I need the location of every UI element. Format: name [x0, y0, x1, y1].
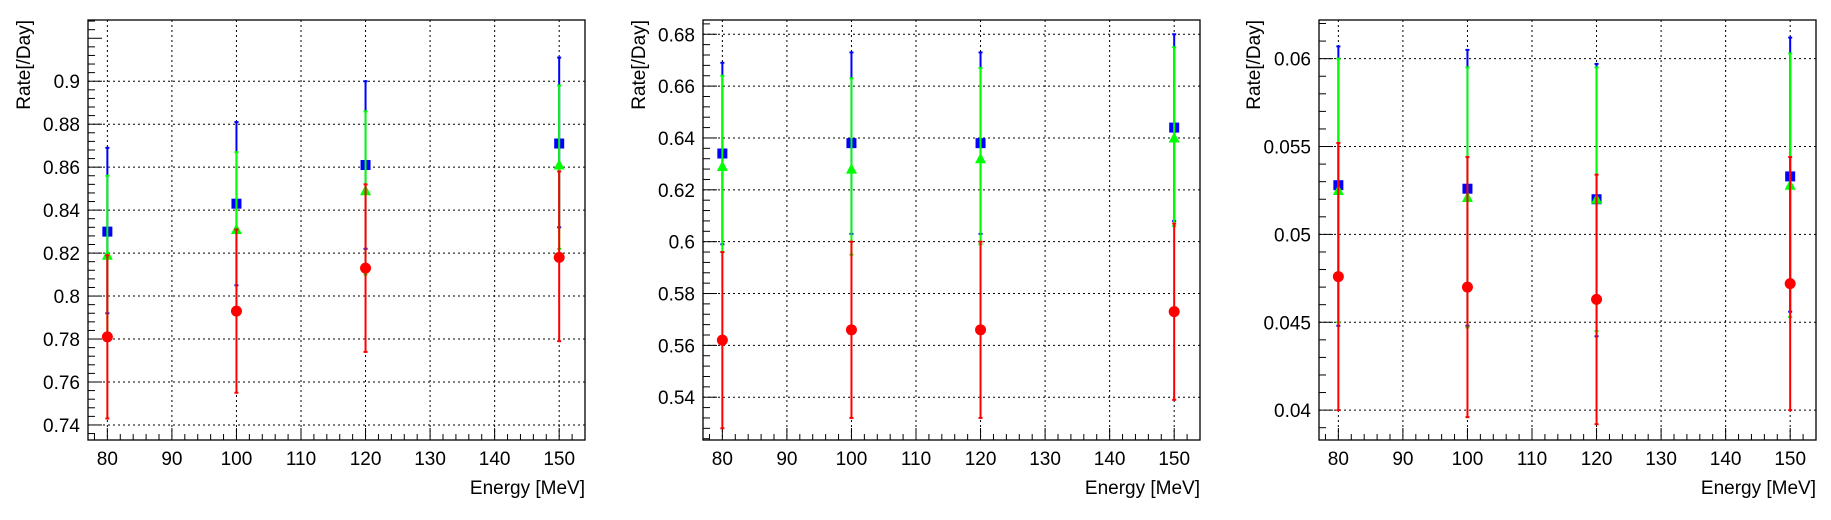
- y-tick-label: 0.64: [658, 129, 695, 150]
- circle-marker: [1332, 271, 1344, 283]
- y-tick-label: 0.78: [43, 330, 80, 351]
- y-axis-title-2: Rate[/Day]: [629, 20, 650, 110]
- x-tick-label: 120: [350, 449, 382, 470]
- y-tick-label: 0.58: [658, 285, 695, 306]
- x-axis-title-1: Energy [MeV]: [470, 478, 585, 499]
- x-tick-label: 80: [97, 449, 118, 470]
- y-tick-label: 0.54: [658, 388, 695, 409]
- y-tick-label: 0.62: [658, 181, 695, 202]
- y-tick-label: 0.76: [43, 373, 80, 394]
- y-axis-title-1: Rate[/Day]: [14, 20, 35, 110]
- plot-frame-2: [702, 19, 1201, 441]
- x-axis-3: 80 90 100 110 120 130 140 150: [1324, 428, 1817, 470]
- x-axis-2: 80 90 100 110 120 130 140 150: [708, 428, 1201, 470]
- triangle-marker: [553, 159, 565, 170]
- x-tick-label: 130: [1645, 449, 1677, 470]
- x-tick-label: 80: [712, 449, 733, 470]
- triangle-marker: [845, 163, 857, 174]
- x-tick-label: 100: [1452, 449, 1484, 470]
- y-tick-label: 0.06: [1274, 50, 1311, 71]
- circle-marker: [101, 331, 113, 343]
- x-axis-title-2: Energy [MeV]: [1085, 478, 1200, 499]
- circle-marker: [716, 334, 728, 346]
- plot-area-2: 80 90 100 110 120 130 140 150 0.54 0.56 0.58 0.6 0.6…: [658, 19, 1201, 470]
- y-tick-label: 0.04: [1274, 401, 1311, 422]
- circle-marker: [1784, 278, 1796, 290]
- y-tick-label: 0.05: [1274, 225, 1311, 246]
- y-tick-label: 0.9: [54, 72, 80, 93]
- x-tick-label: 150: [543, 449, 575, 470]
- circle-marker: [845, 324, 857, 336]
- y-tick-label: 0.84: [43, 201, 80, 222]
- x-tick-label: 100: [836, 449, 868, 470]
- y-tick-label: 0.055: [1263, 138, 1311, 159]
- plot-area-1: 80 90 100 110 120 130 140 150 0.74 0.76 0.78 0.8 0.8…: [43, 19, 586, 470]
- triangle-marker: [1168, 131, 1180, 143]
- x-tick-label: 140: [1094, 449, 1126, 470]
- x-tick-label: 110: [1517, 449, 1547, 470]
- x-tick-label: 90: [776, 449, 797, 470]
- y-tick-label: 0.045: [1263, 313, 1311, 334]
- red-circle-series-3: [1332, 142, 1796, 426]
- triangle-marker: [975, 152, 987, 164]
- circle-marker: [360, 262, 372, 274]
- x-tick-label: 110: [286, 449, 316, 470]
- y-axis-3: 0.04 0.045 0.05 0.055 0.06: [1263, 23, 1333, 429]
- x-tick-label: 150: [1774, 449, 1806, 470]
- x-tick-label: 120: [965, 449, 997, 470]
- y-tick-label: 0.82: [43, 244, 80, 265]
- chart-panel-3: 80 90 100 110 120 130 140 150 0.04 0.045 0.05 0.055…: [1244, 19, 1817, 499]
- x-tick-label: 90: [1392, 449, 1413, 470]
- x-tick-label: 90: [161, 449, 182, 470]
- y-tick-label: 0.56: [658, 336, 695, 357]
- x-tick-label: 120: [1581, 449, 1613, 470]
- circle-marker: [1591, 293, 1603, 305]
- y-axis-1: 0.74 0.76 0.78 0.8 0.82 0.84 0.86 0.88 0.9: [43, 20, 102, 437]
- y-axis-2: 0.54 0.56 0.58 0.6 0.62 0.64 0.66 0.68: [658, 23, 717, 440]
- circle-marker: [230, 305, 242, 317]
- y-tick-label: 0.68: [658, 25, 695, 46]
- x-tick-label: 110: [901, 449, 931, 470]
- x-axis-title-3: Energy [MeV]: [1701, 478, 1816, 499]
- triangle-marker: [716, 160, 728, 171]
- plot-frame-3: [1318, 19, 1817, 441]
- y-axis-title-3: Rate[/Day]: [1244, 20, 1265, 110]
- circle-marker: [553, 251, 565, 263]
- x-tick-label: 140: [1710, 449, 1742, 470]
- y-tick-label: 0.86: [43, 158, 80, 179]
- y-tick-label: 0.88: [43, 115, 80, 136]
- circle-marker: [975, 324, 987, 336]
- red-circle-series-2: [716, 222, 1180, 430]
- x-tick-label: 130: [1029, 449, 1061, 470]
- y-tick-label: 0.66: [658, 77, 695, 98]
- circle-marker: [1461, 281, 1473, 293]
- plot-area-3: 80 90 100 110 120 130 140 150 0.04 0.045 0.05 0.055…: [1263, 19, 1817, 470]
- x-tick-label: 100: [221, 449, 253, 470]
- red-circle-series-1: [101, 170, 565, 420]
- x-tick-label: 80: [1328, 449, 1349, 470]
- plot-frame-1: [87, 19, 586, 441]
- x-tick-label: 150: [1158, 449, 1190, 470]
- chart-panel-2: 80 90 100 110 120 130 140 150 0.54 0.56 0.58 0.6 0.6…: [629, 19, 1201, 499]
- x-tick-label: 130: [414, 449, 446, 470]
- y-tick-label: 0.6: [669, 233, 695, 254]
- chart-panel-1: 80 90 100 110 120 130 140 150 0.74 0.76 0.78 0.8 0.8…: [14, 19, 586, 499]
- y-tick-label: 0.8: [54, 287, 80, 308]
- y-tick-label: 0.74: [43, 416, 80, 437]
- x-axis-1: 80 90 100 110 120 130 140 150: [93, 428, 586, 470]
- circle-marker: [1168, 306, 1180, 318]
- x-tick-label: 140: [479, 449, 511, 470]
